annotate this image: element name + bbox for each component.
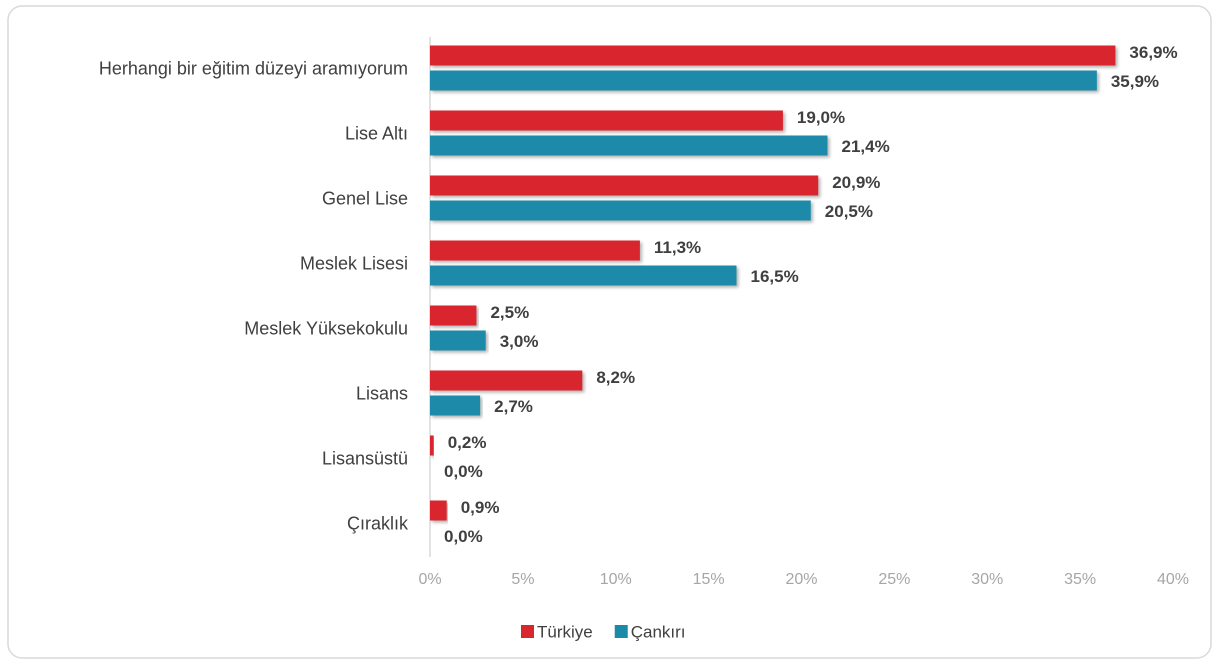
x-tick-label: 10% xyxy=(600,571,632,588)
category-label: Genel Lise xyxy=(322,188,408,208)
value-label: 11,3% xyxy=(654,238,701,257)
category-label: Lisans xyxy=(356,383,408,403)
value-label: 2,5% xyxy=(490,303,529,322)
bar xyxy=(430,175,819,196)
x-tick-label: 15% xyxy=(693,571,725,588)
value-label: 20,5% xyxy=(825,202,873,221)
x-tick-label: 25% xyxy=(878,571,910,588)
bar xyxy=(430,200,811,221)
chart-frame xyxy=(7,5,1212,659)
bar xyxy=(430,395,481,416)
x-tick-label: 0% xyxy=(418,571,441,588)
category-label: Lise Altı xyxy=(345,123,408,143)
value-label: 2,7% xyxy=(494,397,533,416)
value-label: 20,9% xyxy=(832,173,880,192)
x-tick-label: 30% xyxy=(971,571,1003,588)
category-label: Lisansüstü xyxy=(322,448,408,468)
value-label: 35,9% xyxy=(1111,72,1159,91)
legend-label: Çankırı xyxy=(631,622,686,641)
bar xyxy=(430,500,447,521)
value-label: 8,2% xyxy=(596,368,635,387)
bar xyxy=(430,370,583,391)
bar xyxy=(430,330,486,351)
value-label: 36,9% xyxy=(1129,43,1177,62)
category-label: Herhangi bir eğitim düzeyi aramıyorum xyxy=(99,58,408,78)
value-label: 0,0% xyxy=(444,462,483,481)
category-label: Çıraklık xyxy=(347,513,409,533)
value-label: 0,2% xyxy=(448,433,487,452)
legend-swatch xyxy=(614,625,628,638)
bar xyxy=(430,110,783,131)
value-label: 21,4% xyxy=(842,137,890,156)
bar xyxy=(430,435,434,456)
legend-swatch xyxy=(521,625,534,638)
value-label: 16,5% xyxy=(750,267,798,286)
value-label: 3,0% xyxy=(500,332,539,351)
x-tick-label: 5% xyxy=(511,571,534,588)
bar xyxy=(430,265,737,286)
value-label: 19,0% xyxy=(797,108,845,127)
x-tick-label: 20% xyxy=(785,571,817,588)
x-tick-label: 35% xyxy=(1064,571,1096,588)
bar xyxy=(430,135,828,156)
bar xyxy=(430,240,640,261)
value-label: 0,9% xyxy=(461,498,500,517)
value-label: 0,0% xyxy=(444,527,483,546)
legend-label: Türkiye xyxy=(537,622,593,641)
x-tick-label: 40% xyxy=(1157,571,1189,588)
bar xyxy=(430,70,1097,91)
category-label: Meslek Lisesi xyxy=(300,253,408,273)
category-label: Meslek Yüksekokulu xyxy=(244,318,408,338)
bar xyxy=(430,305,477,326)
bar xyxy=(430,45,1116,66)
